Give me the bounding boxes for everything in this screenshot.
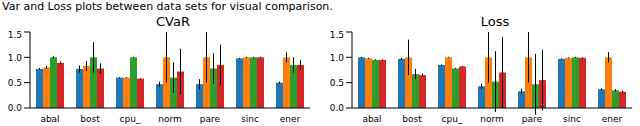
- svg-text:1.5: 1.5: [330, 30, 344, 40]
- svg-text:0.0: 0.0: [8, 103, 22, 113]
- svg-text:bost: bost: [80, 114, 100, 124]
- svg-text:ener: ener: [602, 114, 623, 124]
- svg-text:cpu_: cpu_: [442, 114, 463, 124]
- svg-text:norm: norm: [158, 114, 182, 124]
- svg-text:0.5: 0.5: [8, 78, 22, 88]
- svg-text:cpu_: cpu_: [120, 114, 141, 124]
- svg-text:sinc: sinc: [241, 114, 259, 124]
- html-text:Loss: Loss: [480, 14, 510, 29]
- svg-text:pare: pare: [522, 114, 543, 124]
- svg-text:abal: abal: [362, 114, 381, 124]
- svg-text:bost: bost: [402, 114, 422, 124]
- svg-text:norm: norm: [480, 114, 504, 124]
- svg-text:abal: abal: [40, 114, 59, 124]
- html-text:Var and Loss plots between dat: Var and Loss plots between data sets for…: [2, 0, 333, 13]
- svg-text:1.0: 1.0: [8, 53, 22, 63]
- svg-text:0.0: 0.0: [330, 103, 345, 113]
- svg-text:ener: ener: [280, 114, 301, 124]
- html-text:CVaR: CVaR: [156, 14, 190, 29]
- svg-text:1.5: 1.5: [8, 30, 22, 40]
- svg-text:0.5: 0.5: [330, 78, 344, 88]
- svg-text:sinc: sinc: [563, 114, 581, 124]
- svg-text:pare: pare: [200, 114, 221, 124]
- svg-text:1.0: 1.0: [330, 53, 345, 63]
